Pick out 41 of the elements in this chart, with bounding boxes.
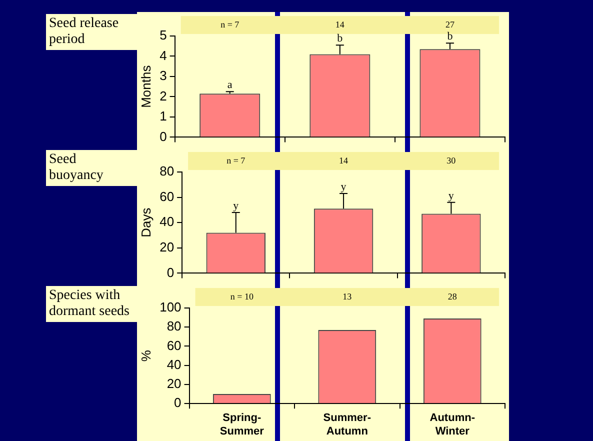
y-tick-label: 0: [166, 264, 174, 280]
y-tick-label: 80: [166, 318, 182, 334]
text: 28: [448, 291, 458, 302]
text: 13: [342, 291, 352, 302]
text: 27: [445, 19, 455, 30]
x-tick-label: Summer-Autumn: [323, 412, 372, 438]
annotation: b: [447, 30, 454, 42]
annotation: y: [340, 180, 347, 193]
text: n = 10: [230, 291, 254, 302]
y-tick-label: 40: [160, 214, 174, 230]
y-tick-label: 60: [160, 188, 174, 204]
y-tick-label: 0: [160, 128, 167, 144]
annotation: y: [233, 200, 240, 212]
x-tick-label: Spring-Summer: [220, 412, 265, 438]
y-tick-label: 1: [160, 108, 167, 124]
text: n = 7: [220, 19, 240, 30]
y-tick-label: 40: [166, 356, 182, 372]
y-tick-label: 100: [160, 300, 182, 315]
chart-title: Seed buoyancy: [46, 150, 137, 186]
text: 14: [335, 19, 345, 30]
y-tick-label: 80: [160, 164, 174, 179]
text: 30: [446, 155, 456, 166]
chart-title: Seed release period: [46, 14, 137, 50]
annotation: b: [337, 32, 344, 44]
y-tick-label: 2: [160, 88, 167, 104]
chart-title: Species with dormant seeds: [46, 286, 137, 322]
y-axis-title: Days: [138, 207, 154, 238]
y-tick-label: 60: [166, 338, 182, 353]
y-axis-title: %: [138, 350, 154, 362]
annotation: y: [448, 190, 454, 202]
y-tick-label: 3: [160, 68, 167, 84]
y-tick-label: 0: [174, 395, 182, 410]
x-tick-label: Autumn-Winter: [430, 412, 476, 438]
text: 14: [339, 155, 349, 166]
y-tick-label: 20: [160, 239, 174, 254]
y-tick-label: 5: [160, 28, 167, 43]
text: n = 7: [226, 155, 246, 166]
annotation: a: [227, 79, 232, 92]
y-tick-label: 4: [160, 48, 167, 63]
y-axis-title: Months: [138, 64, 154, 108]
y-tick-label: 20: [166, 376, 182, 392]
